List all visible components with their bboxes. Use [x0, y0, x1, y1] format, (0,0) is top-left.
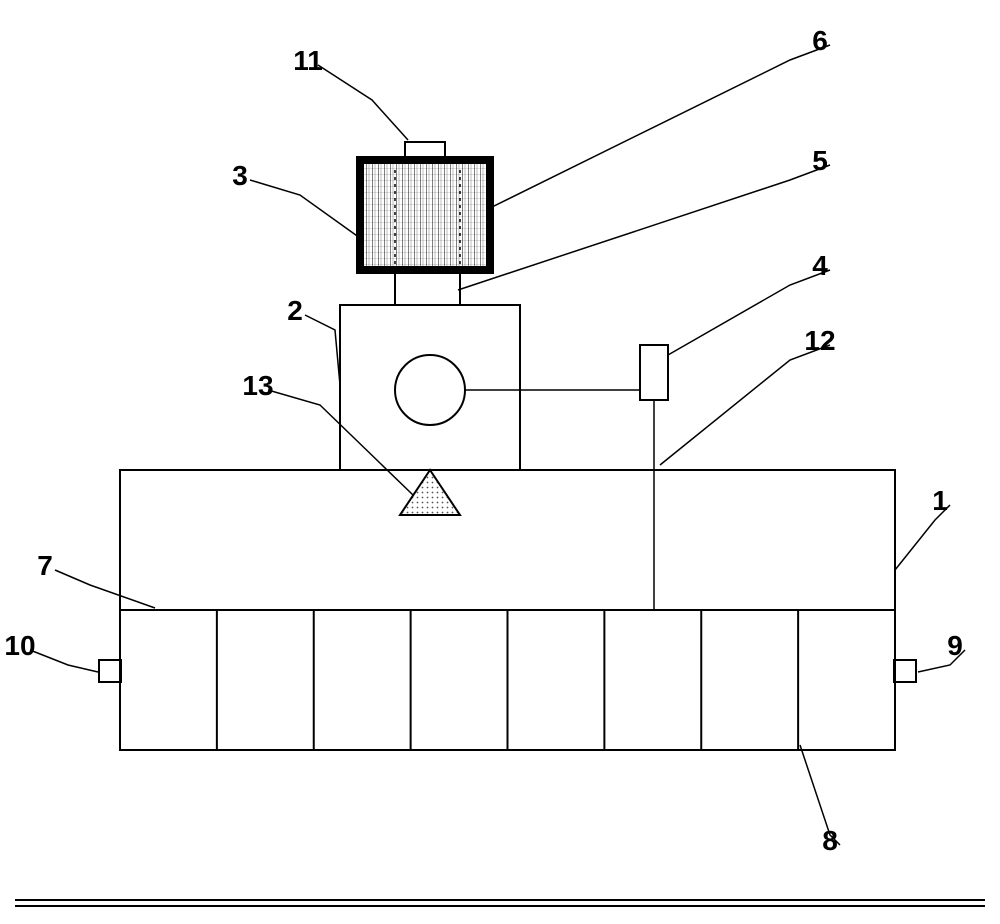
label-11: 11 — [293, 45, 323, 76]
upper-block — [340, 305, 520, 470]
leader-12 — [660, 345, 830, 465]
diagram-canvas: 11 6 3 5 2 4 12 13 1 7 10 9 8 — [0, 0, 1000, 924]
label-13: 13 — [242, 370, 273, 401]
label-3: 3 — [232, 160, 248, 191]
label-12: 12 — [804, 325, 835, 356]
label-7: 7 — [37, 550, 53, 581]
right-tab — [894, 660, 916, 682]
label-8: 8 — [822, 825, 838, 856]
label-6: 6 — [812, 25, 828, 56]
label-4: 4 — [812, 250, 828, 281]
leader-2 — [305, 315, 340, 385]
left-tab — [99, 660, 121, 682]
motor-box — [640, 345, 668, 400]
label-10: 10 — [4, 630, 35, 661]
leader-7 — [55, 570, 155, 608]
cone-triangle — [400, 470, 460, 515]
label-1: 1 — [932, 485, 948, 516]
label-5: 5 — [812, 145, 828, 176]
leader-5 — [458, 165, 830, 290]
label-2: 2 — [287, 295, 303, 326]
label-9: 9 — [947, 630, 963, 661]
leader-11 — [318, 65, 408, 140]
leader-10 — [30, 650, 98, 672]
roller-circle — [395, 355, 465, 425]
hatched-box — [360, 160, 490, 270]
leader-3 — [250, 180, 360, 238]
